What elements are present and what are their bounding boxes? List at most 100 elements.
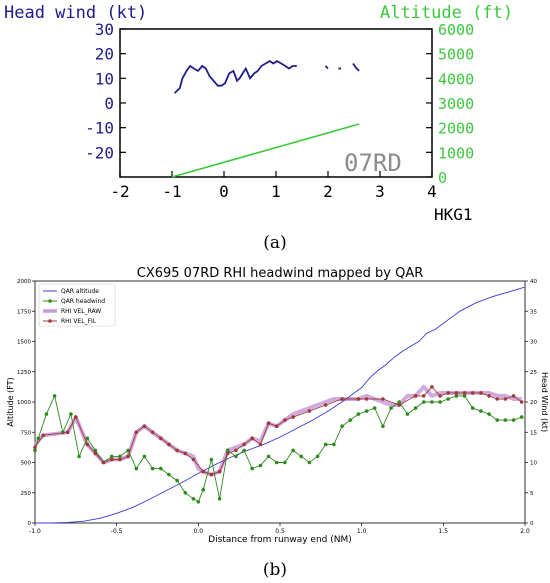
b-series-point bbox=[175, 478, 179, 483]
a-headwind-line bbox=[352, 62, 360, 72]
b-series-point bbox=[118, 454, 122, 459]
b-series-point bbox=[250, 466, 254, 471]
b-series-point bbox=[183, 451, 188, 456]
b-series-point bbox=[503, 397, 508, 401]
panel-b-caption: (b) bbox=[263, 560, 287, 580]
a-altitude-line bbox=[171, 123, 360, 178]
panel-a-series bbox=[171, 60, 360, 178]
b-series-point bbox=[93, 448, 98, 453]
b-series-point bbox=[430, 385, 434, 389]
b-right-tick-label: 0 bbox=[530, 521, 534, 527]
b-series-point bbox=[511, 418, 516, 422]
b-x-tick-label: -0.5 bbox=[111, 528, 123, 535]
b-series-point bbox=[446, 397, 451, 401]
panel-b-x-axis-title: Distance from runway end (NM) bbox=[208, 535, 352, 545]
b-series-point bbox=[291, 415, 295, 419]
b-series-point bbox=[495, 418, 500, 422]
a-right-tick-label: 1000 bbox=[438, 144, 474, 162]
b-series-point bbox=[479, 391, 483, 395]
b-left-tick-label: 1500 bbox=[17, 340, 31, 346]
panel-b-x-ticks: -1.0 -0.5 0.0 0.5 1.0 1.5 2.0 bbox=[29, 523, 530, 535]
b-series-point bbox=[487, 412, 491, 416]
b-series-point bbox=[217, 469, 222, 474]
b-series-point bbox=[167, 472, 171, 477]
b-series-point bbox=[446, 391, 451, 395]
a-left-tick-label: -10 bbox=[85, 119, 114, 138]
b-legend-label: RHI VEL_FIL bbox=[61, 318, 97, 325]
b-series-point bbox=[118, 457, 122, 462]
b-series-point bbox=[209, 457, 214, 462]
b-left-tick-label: 1000 bbox=[17, 400, 31, 406]
b-series-point bbox=[364, 409, 369, 413]
b-series-point bbox=[183, 491, 188, 495]
panel-a-station-label: HKG1 bbox=[434, 205, 473, 224]
b-series-point bbox=[159, 436, 163, 441]
b-series-point bbox=[462, 391, 467, 395]
a-left-tick-label: 20 bbox=[95, 45, 114, 64]
a-right-tick-label: 3000 bbox=[438, 95, 474, 113]
b-series-point bbox=[470, 391, 475, 395]
b-series-point bbox=[234, 454, 238, 459]
b-series-point bbox=[217, 497, 222, 501]
b-series-point bbox=[77, 454, 81, 459]
b-series-point bbox=[159, 466, 163, 471]
b-series-point bbox=[209, 472, 214, 477]
b-series-point bbox=[134, 430, 139, 435]
b-series-point bbox=[126, 448, 130, 453]
a-left-tick-label: 0 bbox=[104, 94, 114, 113]
b-series-point bbox=[33, 448, 37, 453]
b-series-point bbox=[495, 397, 500, 401]
b-series-point bbox=[438, 394, 442, 398]
a-right-tick-label: 0 bbox=[438, 169, 447, 187]
b-series-point bbox=[258, 442, 263, 447]
panel-b-y-right-axis-title: Head Wind (kt) bbox=[540, 372, 549, 432]
b-series-point bbox=[126, 454, 130, 459]
panel-a-left-axis-title: Head wind (kt) bbox=[4, 3, 147, 23]
b-series-point bbox=[430, 400, 434, 404]
b-series-point bbox=[93, 451, 98, 456]
b-series-point bbox=[381, 424, 385, 429]
b-x-tick-label: 1.5 bbox=[439, 528, 449, 535]
b-series-point bbox=[487, 394, 491, 398]
b-series-point bbox=[134, 466, 139, 471]
b-series-point bbox=[315, 454, 320, 459]
b-series-rhi-vel-fil bbox=[33, 385, 524, 477]
b-series-point bbox=[69, 412, 73, 416]
a-x-tick-label: 1 bbox=[271, 182, 281, 201]
b-series-point bbox=[258, 463, 263, 468]
b-right-tick-label: 40 bbox=[530, 279, 537, 285]
b-series-point bbox=[340, 424, 344, 429]
b-series-point bbox=[142, 424, 147, 429]
b-series-point bbox=[299, 454, 304, 459]
b-series-point bbox=[234, 448, 238, 453]
a-headwind-line bbox=[324, 65, 329, 70]
panel-a-x-ticks: -2 -1 0 1 2 3 4 bbox=[110, 171, 437, 201]
b-series-point bbox=[307, 409, 312, 413]
b-left-tick-label: 0 bbox=[28, 521, 32, 527]
a-x-tick-label: 0 bbox=[219, 182, 229, 201]
b-series-point bbox=[405, 412, 410, 416]
b-series-point bbox=[503, 418, 508, 422]
a-x-tick-label: 3 bbox=[375, 182, 385, 201]
b-series-point bbox=[438, 400, 442, 404]
panel-a-left-ticks: -20 -10 0 10 20 30 bbox=[85, 20, 126, 162]
b-series-point bbox=[175, 448, 179, 453]
b-left-tick-label: 1750 bbox=[17, 309, 31, 315]
b-series-point bbox=[150, 466, 155, 471]
panel-a-caption: (a) bbox=[263, 233, 286, 253]
b-right-tick-label: 25 bbox=[530, 370, 537, 376]
a-x-tick-label: 2 bbox=[323, 182, 333, 201]
b-legend-marker bbox=[48, 299, 52, 303]
panel-b-right-ticks: 0 5 10 15 20 25 30 35 40 bbox=[525, 279, 537, 527]
b-series-point bbox=[36, 436, 41, 441]
b-series-point bbox=[167, 442, 171, 447]
b-series-point bbox=[85, 436, 90, 441]
b-series-point bbox=[307, 460, 312, 465]
b-right-tick-label: 35 bbox=[530, 309, 537, 315]
b-legend-marker bbox=[48, 319, 52, 323]
b-series-point bbox=[41, 433, 45, 438]
b-series-point bbox=[397, 400, 402, 404]
b-legend-box bbox=[38, 283, 116, 327]
b-series-point bbox=[479, 409, 483, 413]
